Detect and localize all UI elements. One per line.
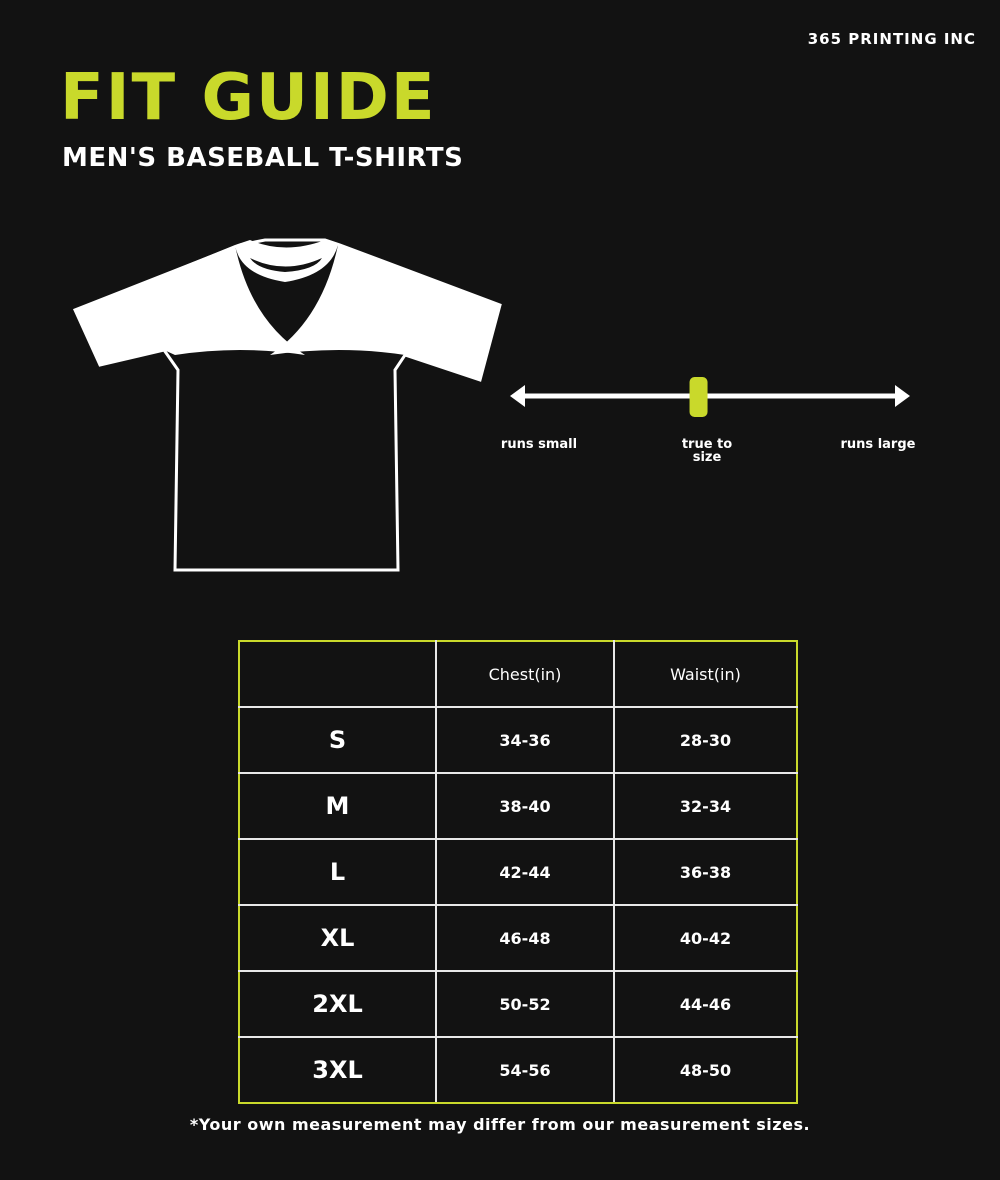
brand-name: 365 PRINTING INC [807,30,976,48]
header-size [238,640,437,708]
size-chart-table: Chest(in) Waist(in) S 34-36 28-30 M 38-40 32-… [238,640,798,1104]
cell-size: M [238,772,437,840]
fit-label-true-to-size: true to size [681,437,733,465]
table-row: 3XL 54-56 48-50 [238,1036,798,1104]
cell-size: 3XL [238,1036,437,1104]
table-row: 2XL 50-52 44-46 [238,970,798,1038]
cell-size: 2XL [238,970,437,1038]
cell-waist: 40-42 [613,904,798,972]
fit-scale: runs small true to size runs large [501,370,916,480]
fit-scale-arrow [510,377,910,417]
cell-chest: 42-44 [435,838,615,906]
header-chest: Chest(in) [435,640,615,708]
cell-size: L [238,838,437,906]
measurement-note: *Your own measurement may differ from ou… [189,1115,811,1134]
page-title: FIT GUIDE [60,61,437,135]
baseball-tshirt-illustration [72,238,502,572]
table-row: S 34-36 28-30 [238,706,798,774]
cell-size: XL [238,904,437,972]
fit-marker [689,377,708,417]
table-row: XL 46-48 40-42 [238,904,798,972]
cell-chest: 46-48 [435,904,615,972]
cell-waist: 36-38 [613,838,798,906]
cell-waist: 32-34 [613,772,798,840]
cell-size: S [238,706,437,774]
table-row: M 38-40 32-34 [238,772,798,840]
cell-waist: 28-30 [613,706,798,774]
cell-waist: 44-46 [613,970,798,1038]
cell-chest: 50-52 [435,970,615,1038]
table-header-row: Chest(in) Waist(in) [238,640,798,708]
cell-chest: 38-40 [435,772,615,840]
fit-label-runs-large: runs large [840,437,916,452]
page-subtitle: MEN'S BASEBALL T-SHIRTS [62,143,464,173]
header-waist: Waist(in) [613,640,798,708]
cell-chest: 54-56 [435,1036,615,1104]
table-row: L 42-44 36-38 [238,838,798,906]
cell-chest: 34-36 [435,706,615,774]
cell-waist: 48-50 [613,1036,798,1104]
fit-label-runs-small: runs small [500,437,578,452]
